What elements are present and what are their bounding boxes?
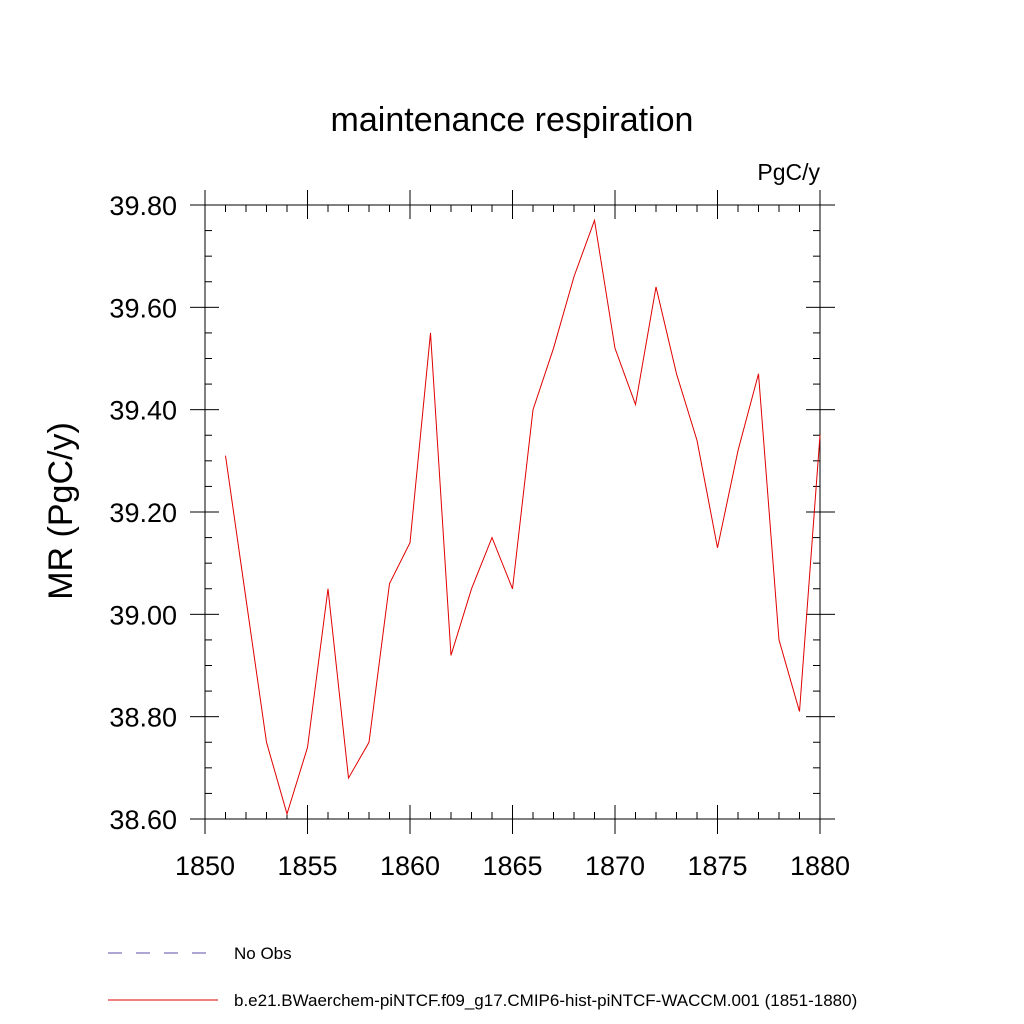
y-tick-label: 39.40 — [109, 396, 177, 426]
x-tick-label: 1875 — [687, 851, 747, 881]
plot-frame — [204, 204, 821, 820]
x-tick-label: 1855 — [277, 851, 337, 881]
legend-label-model: b.e21.BWaerchem-piNTCF.f09_g17.CMIP6-his… — [234, 991, 857, 1010]
chart-title: maintenance respiration — [331, 101, 694, 139]
y-tick-label: 39.20 — [109, 498, 177, 528]
y-tick-label: 38.60 — [109, 805, 177, 835]
units-label: PgC/y — [757, 159, 820, 185]
y-tick-label: 39.80 — [109, 191, 177, 221]
x-tick-label: 1870 — [585, 851, 645, 881]
y-axis-label: MR (PgC/y) — [42, 422, 80, 600]
x-tick-label: 1865 — [482, 851, 542, 881]
y-tick-label: 38.80 — [109, 703, 177, 733]
x-tick-label: 1850 — [175, 851, 235, 881]
legend-label-no-obs: No Obs — [234, 944, 292, 963]
y-tick-label: 39.00 — [109, 600, 177, 630]
y-tick-label: 39.60 — [109, 293, 177, 323]
legend: No Obs b.e21.BWaerchem-piNTCF.f09_g17.CM… — [108, 944, 857, 1010]
series-line — [225, 218, 821, 816]
x-tick-label: 1880 — [790, 851, 850, 881]
x-tick-label: 1860 — [380, 851, 440, 881]
